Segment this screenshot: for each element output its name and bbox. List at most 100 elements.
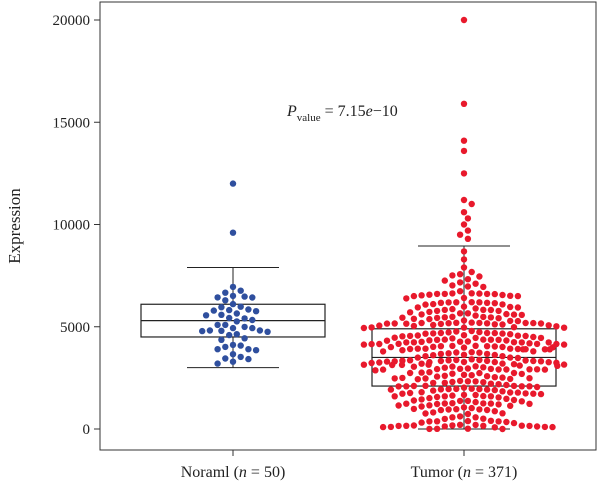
data-point [245, 355, 252, 363]
data-point [453, 385, 460, 393]
data-point [430, 343, 437, 350]
data-point [441, 290, 448, 298]
data-point [480, 283, 487, 291]
data-point [518, 422, 525, 429]
data-point [545, 359, 552, 366]
data-point [499, 410, 506, 417]
data-point [464, 310, 472, 317]
data-point [214, 346, 221, 353]
data-point [456, 338, 464, 345]
data-point [510, 339, 518, 346]
y-axis: 0 5000 10000 15000 20000 [53, 13, 100, 438]
data-point [445, 406, 452, 413]
data-point [460, 147, 468, 155]
data-point [214, 294, 221, 301]
data-point [491, 374, 498, 381]
data-point [468, 319, 475, 326]
data-point [376, 340, 383, 348]
data-point [468, 349, 475, 356]
x-category-label: Noraml (n = 50) [181, 464, 286, 481]
data-point [398, 361, 406, 369]
data-point [483, 290, 491, 298]
data-point [483, 386, 491, 393]
data-point [472, 378, 479, 385]
data-point [441, 306, 448, 314]
data-point [237, 287, 244, 294]
data-point [495, 336, 502, 343]
data-point [526, 400, 533, 407]
data-point [468, 372, 475, 379]
data-point [487, 336, 495, 343]
y-tick-label: 5000 [60, 320, 90, 336]
data-point [487, 417, 495, 424]
data-point [422, 330, 429, 337]
data-point [433, 307, 441, 315]
data-point [229, 341, 237, 349]
data-point [441, 364, 448, 371]
data-point [522, 319, 529, 327]
data-point [233, 331, 240, 338]
data-point [503, 366, 510, 373]
data-point [229, 351, 237, 358]
data-point [406, 332, 414, 340]
data-point [229, 324, 237, 332]
data-point [391, 393, 398, 400]
data-point [472, 414, 479, 421]
y-tick-label: 15000 [53, 115, 91, 131]
data-point [403, 400, 410, 407]
data-point [460, 100, 468, 108]
data-point [395, 422, 402, 430]
data-point [229, 292, 237, 300]
data-point [376, 359, 383, 366]
data-point [226, 331, 233, 339]
data-point [218, 311, 225, 318]
data-point [464, 276, 472, 283]
data-point [403, 320, 410, 327]
data-point [476, 319, 483, 327]
data-point [499, 360, 506, 367]
data-point [554, 362, 561, 369]
data-point [495, 394, 502, 401]
data-point [237, 353, 244, 361]
data-point [468, 200, 475, 208]
data-point [499, 425, 506, 433]
data-point [460, 391, 468, 399]
data-point [437, 350, 445, 358]
data-point [418, 311, 425, 318]
data-point [449, 342, 456, 350]
data-point [456, 310, 464, 317]
data-point [368, 359, 375, 367]
data-point [391, 334, 398, 341]
boxes [140, 245, 557, 430]
data-point [372, 367, 379, 374]
x-category-label: Tumor (n = 371) [411, 464, 518, 481]
data-point [533, 366, 541, 373]
data-point [472, 363, 479, 370]
data-point [441, 423, 448, 430]
data-point [483, 299, 491, 306]
data-point [460, 351, 468, 358]
data-point [503, 395, 510, 402]
data-point [426, 369, 433, 376]
data-point [399, 374, 406, 382]
data-point [229, 283, 237, 291]
data-point [410, 397, 418, 404]
data-point [507, 375, 514, 383]
data-point [222, 289, 229, 296]
data-point [507, 292, 514, 299]
data-point [464, 397, 472, 405]
data-point [433, 400, 441, 408]
data-point [499, 301, 506, 308]
data-point [464, 365, 472, 372]
data-point [233, 318, 240, 325]
data-point [533, 383, 541, 391]
data-point [472, 312, 479, 319]
data-point [418, 338, 425, 345]
data-point [560, 341, 568, 348]
data-point [229, 358, 237, 365]
data-point [460, 404, 468, 411]
data-point [399, 347, 406, 354]
data-point [514, 317, 522, 325]
data-point [491, 424, 498, 431]
data-point [460, 332, 468, 339]
